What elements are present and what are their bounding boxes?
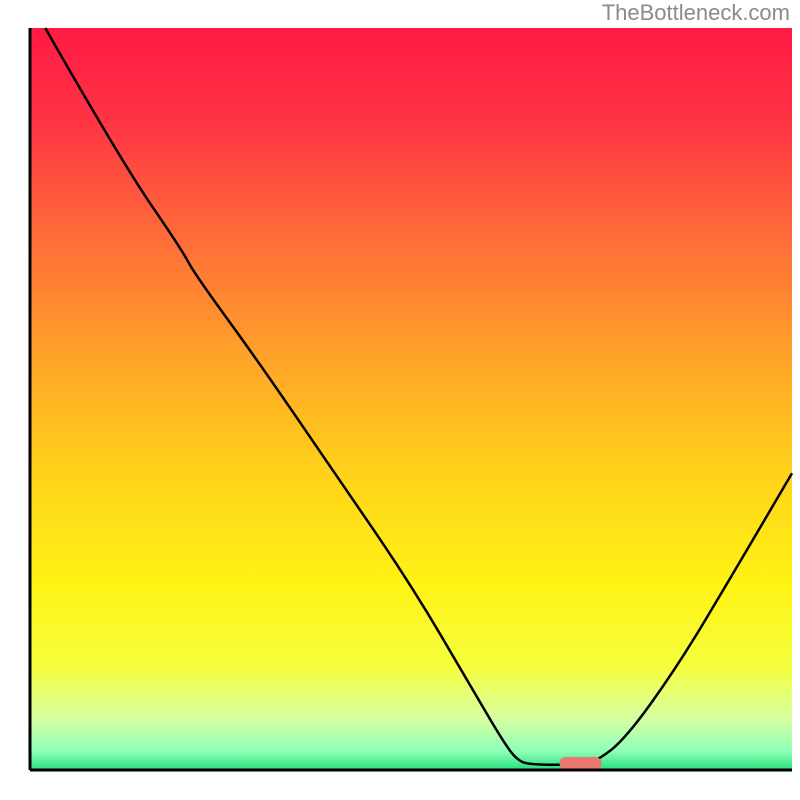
chart-svg: TheBottleneck.com [0,0,800,800]
chart-container: TheBottleneck.com [0,0,800,800]
watermark-text: TheBottleneck.com [602,0,790,25]
optimal-marker [560,757,602,770]
gradient-background [30,28,792,770]
